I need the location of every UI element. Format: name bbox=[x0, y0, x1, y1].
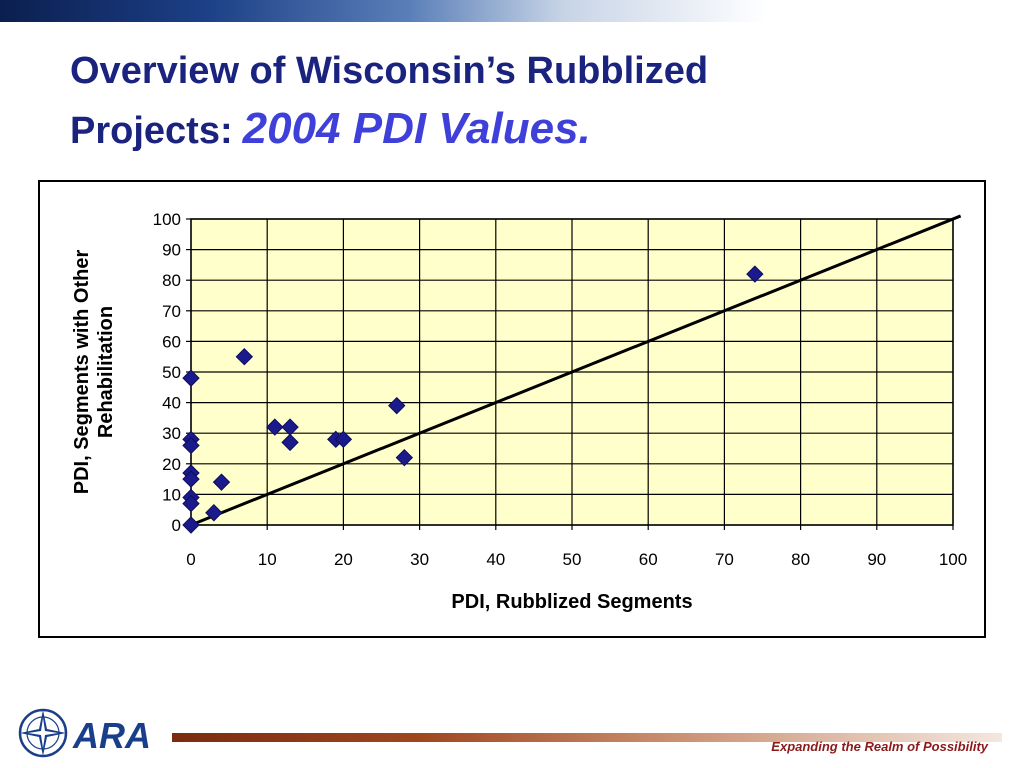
data-point bbox=[746, 265, 764, 283]
y-axis-title-line: Rehabilitation bbox=[95, 306, 117, 438]
y-axis-title-line: PDI, Segments with Other bbox=[71, 250, 93, 495]
y-tick-label: 50 bbox=[162, 363, 181, 382]
data-point bbox=[266, 418, 284, 436]
x-tick-label: 70 bbox=[715, 550, 734, 569]
y-tick-label: 100 bbox=[153, 210, 181, 229]
title-line-1: Overview of Wisconsin’s Rubblized bbox=[70, 50, 709, 92]
tagline: Expanding the Realm of Possibility bbox=[771, 739, 988, 754]
y-tick-label: 30 bbox=[162, 424, 181, 443]
logo-text: ARA bbox=[72, 715, 151, 756]
title-accent: 2004 PDI Values. bbox=[242, 104, 591, 153]
data-point bbox=[212, 473, 231, 491]
title-line-2: Projects: bbox=[70, 110, 233, 152]
x-axis-title: PDI, Rubblized Segments bbox=[451, 591, 692, 613]
y-tick-label: 0 bbox=[172, 516, 181, 535]
data-point bbox=[182, 516, 200, 534]
y-tick-label: 90 bbox=[162, 241, 181, 260]
x-tick-label: 0 bbox=[186, 550, 195, 569]
slide-title: Overview of Wisconsin’s Rubblized Projec… bbox=[70, 42, 708, 160]
data-point bbox=[334, 430, 353, 449]
x-tick-label: 50 bbox=[563, 550, 582, 569]
footer-rule bbox=[172, 733, 1002, 742]
data-point bbox=[182, 494, 200, 513]
data-point bbox=[182, 436, 200, 455]
compass-star-icon bbox=[18, 708, 68, 758]
data-point bbox=[182, 369, 200, 387]
y-tick-label: 20 bbox=[162, 455, 181, 474]
y-tick-label: 80 bbox=[162, 271, 181, 290]
y-tick-label: 10 bbox=[162, 485, 181, 504]
equality-line bbox=[190, 214, 962, 527]
x-tick-label: 80 bbox=[791, 550, 810, 569]
x-tick-label: 30 bbox=[410, 550, 429, 569]
data-point bbox=[235, 347, 254, 366]
data-point bbox=[205, 504, 223, 522]
x-tick-label: 90 bbox=[867, 550, 886, 569]
ara-logo: ARA bbox=[18, 708, 151, 758]
data-point bbox=[281, 433, 299, 452]
x-tick-label: 10 bbox=[258, 550, 277, 569]
data-point bbox=[182, 470, 200, 488]
data-point bbox=[388, 396, 406, 415]
chart-frame: 0 10 20 30 40 50 60 70 80 90 100 0 10 20 30 40 50 60 70 80 9… bbox=[38, 180, 986, 638]
y-axis-title: PDI, Segments with Other Rehabilitation bbox=[71, 250, 117, 495]
y-tick-label: 70 bbox=[162, 302, 181, 321]
header-band bbox=[0, 0, 1024, 22]
x-tick-label: 20 bbox=[334, 550, 353, 569]
scatter-chart: 0 10 20 30 40 50 60 70 80 90 100 0 10 20 30 40 50 60 70 80 9… bbox=[71, 210, 967, 613]
x-tick-label: 100 bbox=[939, 550, 967, 569]
data-point bbox=[395, 448, 414, 467]
y-tick-label: 60 bbox=[162, 332, 181, 351]
y-tick-label: 40 bbox=[162, 394, 181, 413]
x-tick-label: 40 bbox=[486, 550, 505, 569]
x-tick-label: 60 bbox=[639, 550, 658, 569]
